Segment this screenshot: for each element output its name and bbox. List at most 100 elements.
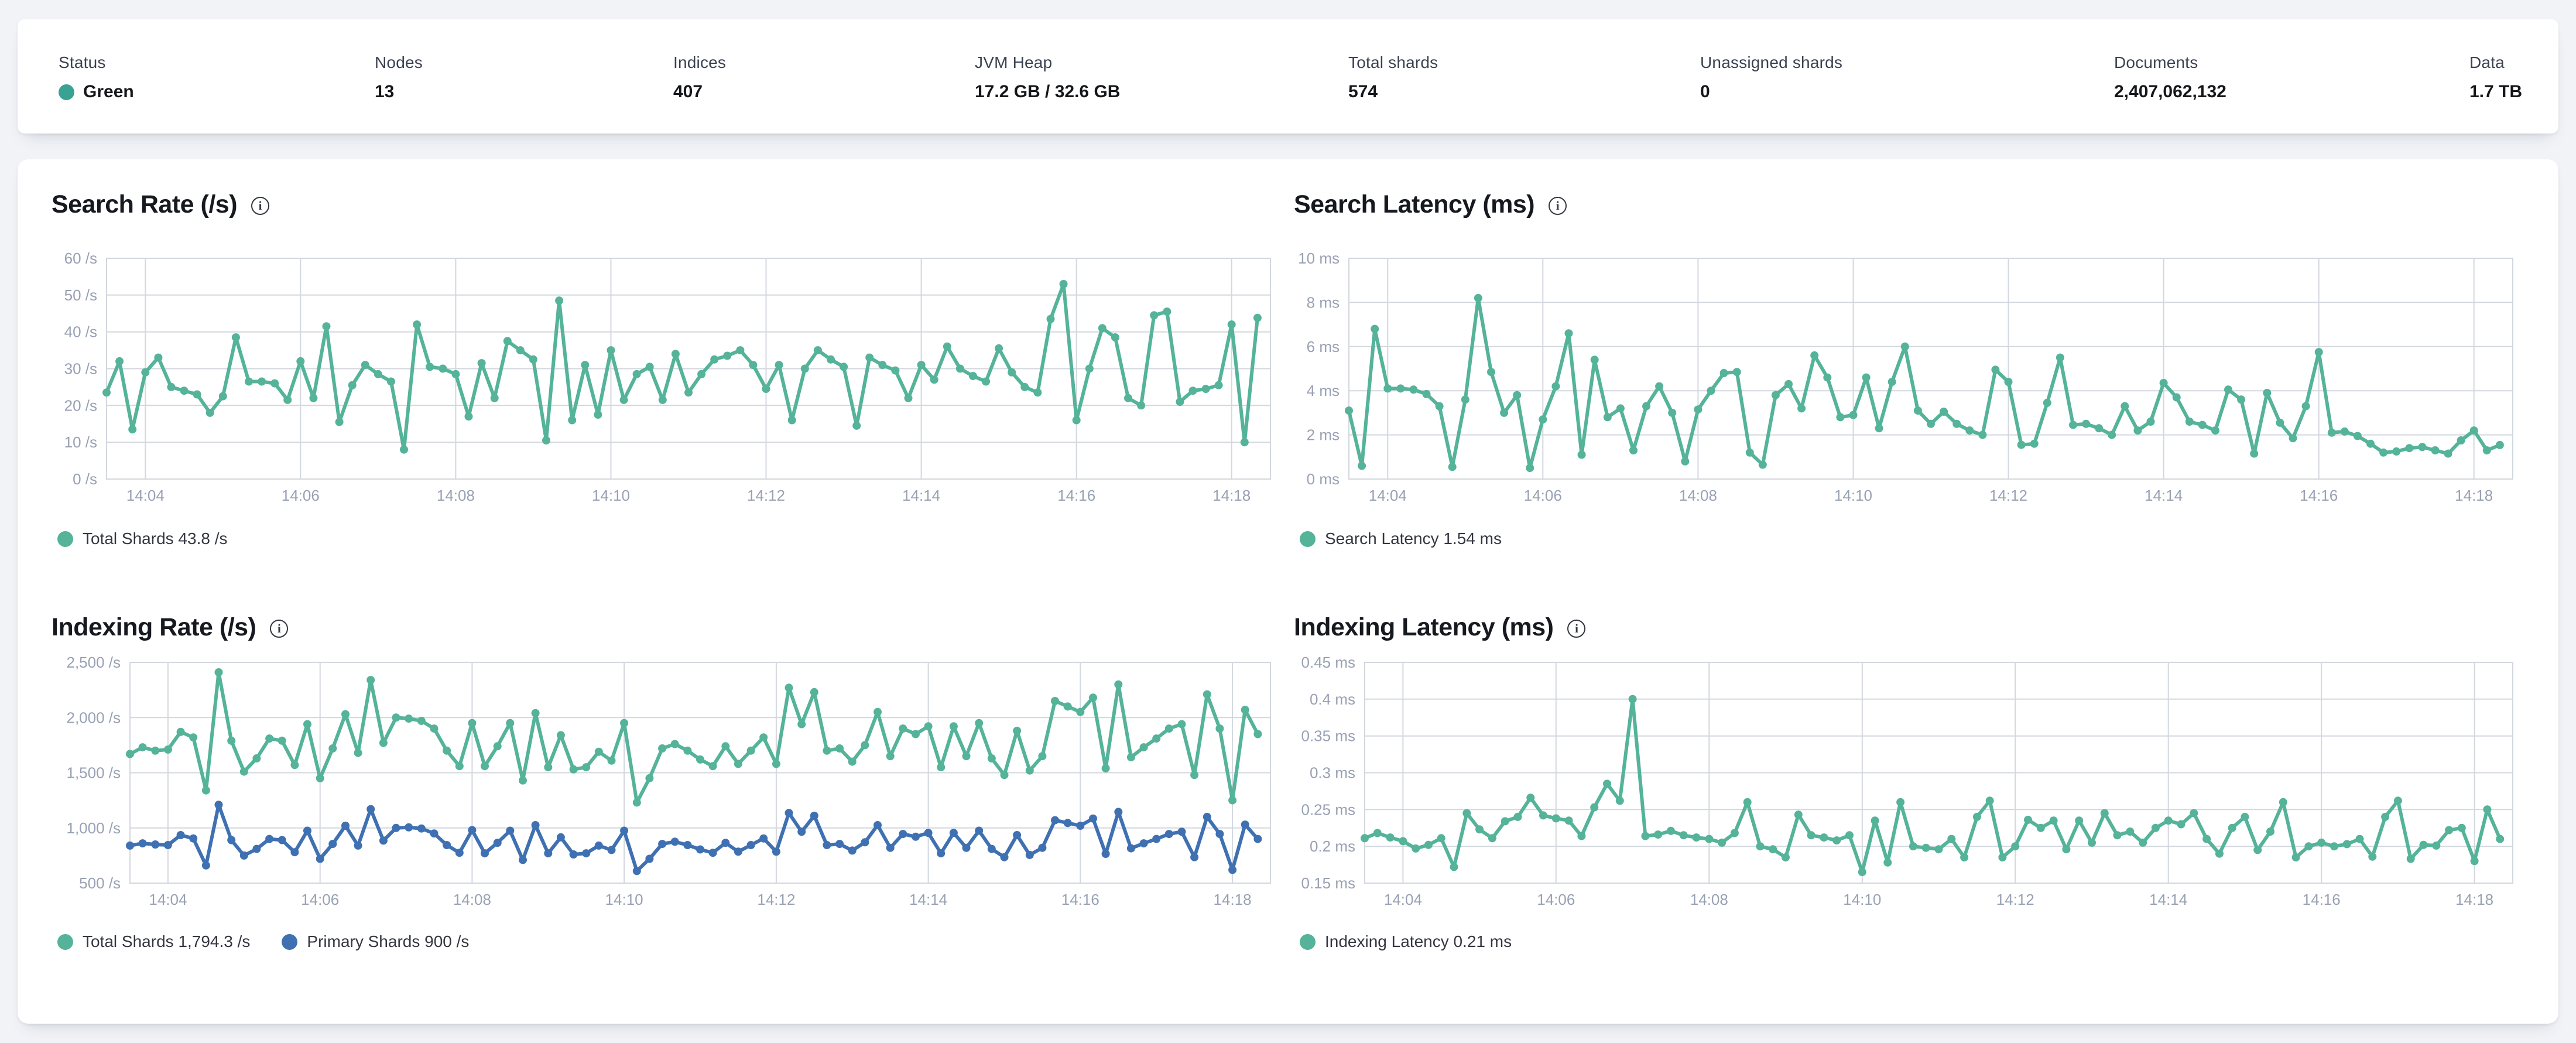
legend-item[interactable]: Total Shards 1,794.3 /s xyxy=(57,932,250,951)
stat-value: 407 xyxy=(673,82,703,101)
svg-text:10 ms: 10 ms xyxy=(1298,249,1340,267)
indexing-rate-series-points xyxy=(126,801,1262,876)
legend-item[interactable]: Indexing Latency 0.21 ms xyxy=(1300,932,1512,951)
svg-text:14:08: 14:08 xyxy=(453,891,491,908)
stat-value: Green xyxy=(59,82,134,102)
svg-text:14:12: 14:12 xyxy=(1996,891,2034,908)
svg-text:500 /s: 500 /s xyxy=(79,874,121,892)
svg-text:14:14: 14:14 xyxy=(2145,487,2183,504)
stat-label: Status xyxy=(59,53,106,71)
svg-text:14:06: 14:06 xyxy=(301,891,339,908)
status-green-dot-icon xyxy=(59,84,74,100)
svg-text:1,500 /s: 1,500 /s xyxy=(66,764,121,782)
svg-text:14:18: 14:18 xyxy=(1214,891,1252,908)
stat-total-shards: Total shards 574 xyxy=(1348,53,1438,102)
stat-data: Data 1.7 TB xyxy=(2469,53,2522,102)
svg-text:14:18: 14:18 xyxy=(2455,891,2493,908)
chart-canvas[interactable]: 0.15 ms 0.2 ms 0.25 ms 0.3 ms 0.35 ms 0.4 ms 0… xyxy=(1294,652,2517,930)
search-latency-plot[interactable]: 0 ms 2 ms 4 ms 6 ms 8 ms 10 ms 14:04 14:06 14:08… xyxy=(1294,248,2517,523)
svg-text:14:12: 14:12 xyxy=(1989,487,2027,504)
info-icon[interactable]: i xyxy=(1549,196,1567,215)
legend-label: Search Latency 1.54 ms xyxy=(1325,529,1502,548)
legend-dot-icon xyxy=(282,933,298,950)
search-rate-plot[interactable]: 0 /s 10 /s 20 /s 30 /s 40 /s 50 /s 60 /s 14:04 1… xyxy=(52,248,1275,523)
stat-label: JVM Heap xyxy=(975,53,1053,71)
stat-value: 574 xyxy=(1348,82,1378,101)
svg-text:14:08: 14:08 xyxy=(1679,487,1717,504)
stat-jvm-heap: JVM Heap 17.2 GB / 32.6 GB xyxy=(975,53,1120,102)
svg-text:14:08: 14:08 xyxy=(1690,891,1728,908)
svg-text:14:04: 14:04 xyxy=(1369,487,1407,504)
legend-item[interactable]: Primary Shards 900 /s xyxy=(282,932,469,951)
svg-text:14:06: 14:06 xyxy=(1524,487,1562,504)
status-text: Green xyxy=(83,82,134,101)
svg-text:40 /s: 40 /s xyxy=(64,323,97,341)
svg-text:14:08: 14:08 xyxy=(437,487,475,504)
indexing-latency-plot[interactable]: 0.15 ms 0.2 ms 0.25 ms 0.3 ms 0.35 ms 0.4 ms 0… xyxy=(1294,652,2517,927)
svg-text:60 /s: 60 /s xyxy=(64,249,97,267)
svg-text:2 ms: 2 ms xyxy=(1307,426,1340,444)
svg-text:14:10: 14:10 xyxy=(1843,891,1881,908)
svg-text:14:04: 14:04 xyxy=(126,487,165,504)
svg-text:0.3 ms: 0.3 ms xyxy=(1310,764,1355,782)
stat-unassigned-shards: Unassigned shards 0 xyxy=(1700,53,1842,102)
legend-item[interactable]: Total Shards 43.8 /s xyxy=(57,529,227,548)
svg-text:14:18: 14:18 xyxy=(1212,487,1251,504)
chart-legend: Total Shards 43.8 /s xyxy=(57,527,227,550)
svg-text:14:16: 14:16 xyxy=(1057,487,1095,504)
svg-text:0.35 ms: 0.35 ms xyxy=(1301,727,1356,745)
svg-text:1,000 /s: 1,000 /s xyxy=(66,819,121,837)
metrics-panel xyxy=(18,159,2558,1024)
stat-value: 0 xyxy=(1700,82,1710,101)
chart-title: Indexing Latency (ms) xyxy=(1294,613,1554,641)
stat-label: Unassigned shards xyxy=(1700,53,1843,71)
chart-canvas[interactable]: 500 /s 1,000 /s 1,500 /s 2,000 /s 2,500 /s 14… xyxy=(52,652,1275,930)
chart-legend: Total Shards 1,794.3 /s Primary Shards 90… xyxy=(57,930,469,953)
svg-text:0.25 ms: 0.25 ms xyxy=(1301,801,1356,818)
svg-text:10 /s: 10 /s xyxy=(64,433,97,451)
indexing-rate-series-line xyxy=(128,671,1260,805)
svg-text:0 /s: 0 /s xyxy=(73,470,97,488)
svg-text:4 ms: 4 ms xyxy=(1307,382,1340,399)
chart-title: Indexing Rate (/s) xyxy=(52,613,256,641)
search-rate-chart: Search Rate (/s) i 0 /s 10 /s 20 /s 30 /s 40… xyxy=(52,187,1287,548)
search-latency-chart: Search Latency (ms) i 0 ms 2 ms 4 ms 6 ms 8 … xyxy=(1294,187,2529,548)
stat-value: 13 xyxy=(375,82,395,101)
legend-dot-icon xyxy=(57,531,73,547)
legend-dot-icon xyxy=(1300,933,1316,950)
svg-text:14:16: 14:16 xyxy=(2300,487,2338,504)
svg-text:14:12: 14:12 xyxy=(747,487,785,504)
legend-label: Primary Shards 900 /s xyxy=(307,932,470,950)
search-rate-series-line xyxy=(105,282,1259,452)
chart-legend: Indexing Latency 0.21 ms xyxy=(1300,930,1512,953)
svg-text:14:04: 14:04 xyxy=(1384,891,1422,908)
svg-text:0.45 ms: 0.45 ms xyxy=(1301,654,1356,671)
stat-label: Data xyxy=(2469,53,2505,71)
svg-text:2,000 /s: 2,000 /s xyxy=(66,709,121,726)
info-icon[interactable]: i xyxy=(270,619,289,638)
stat-nodes: Nodes 13 xyxy=(375,53,423,102)
indexing-rate-plot[interactable]: 500 /s 1,000 /s 1,500 /s 2,000 /s 2,500 /s 14… xyxy=(52,652,1275,927)
info-icon[interactable]: i xyxy=(251,196,270,215)
stat-value: 1.7 TB xyxy=(2469,82,2523,101)
svg-text:20 /s: 20 /s xyxy=(64,396,97,414)
stat-label: Indices xyxy=(673,53,727,71)
svg-text:14:04: 14:04 xyxy=(149,891,187,908)
chart-canvas[interactable]: 0 ms 2 ms 4 ms 6 ms 8 ms 10 ms 14:04 14:06 14:08… xyxy=(1294,248,2517,526)
svg-text:14:14: 14:14 xyxy=(2149,891,2187,908)
svg-text:14:18: 14:18 xyxy=(2455,487,2493,504)
svg-text:14:06: 14:06 xyxy=(282,487,320,504)
svg-text:14:16: 14:16 xyxy=(2303,891,2341,908)
indexing-latency-chart: Indexing Latency (ms) i 0.15 ms 0.2 ms 0.2… xyxy=(1294,610,2529,950)
chart-canvas[interactable]: 0 /s 10 /s 20 /s 30 /s 40 /s 50 /s 60 /s 14:04 1… xyxy=(52,248,1275,526)
indexing-latency-series-points xyxy=(1361,695,2505,877)
legend-label: Total Shards 1,794.3 /s xyxy=(83,932,251,950)
stat-indices: Indices 407 xyxy=(673,53,726,102)
legend-dot-icon xyxy=(57,933,73,950)
svg-text:14:10: 14:10 xyxy=(605,891,643,908)
search-latency-series-line xyxy=(1347,296,2502,470)
indexing-rate-series-line xyxy=(128,803,1260,873)
legend-item[interactable]: Search Latency 1.54 ms xyxy=(1300,529,1502,548)
info-icon[interactable]: i xyxy=(1567,619,1586,638)
stat-label: Nodes xyxy=(375,53,423,71)
